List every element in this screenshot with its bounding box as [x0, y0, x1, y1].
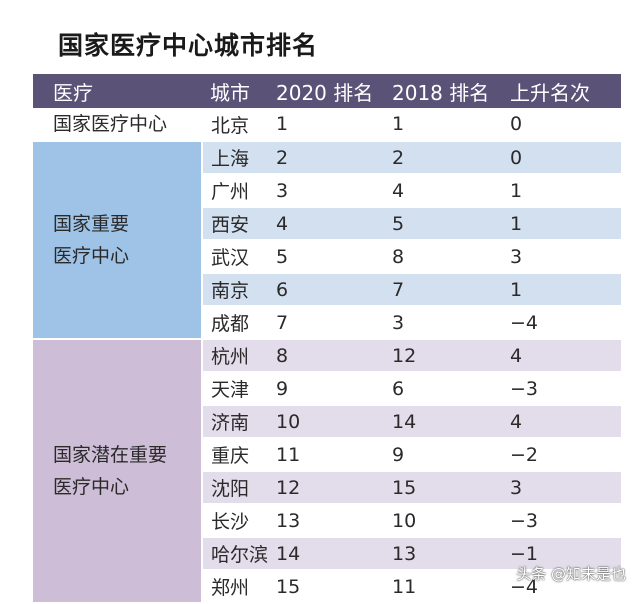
table-row: 成都 7 3 −4	[33, 306, 621, 340]
page-title: 国家医疗中心城市排名	[58, 31, 319, 60]
group-label-national: 国家医疗中心	[33, 108, 203, 142]
city-cell: 广州	[202, 174, 268, 208]
city-cell: 天津	[202, 372, 268, 406]
header-rank-change: 上升名次	[502, 74, 621, 108]
rank-2020-cell: 4	[268, 207, 384, 241]
header-city: 城市	[202, 74, 268, 108]
city-cell: 西安	[202, 207, 268, 241]
table-row: 重庆 11 9 −2	[33, 438, 621, 472]
rank-2018-cell: 13	[384, 537, 502, 571]
city-cell: 南京	[202, 273, 268, 307]
rank-2018-cell: 7	[384, 273, 502, 307]
rank-2020-cell: 13	[268, 504, 384, 538]
city-cell: 杭州	[202, 339, 268, 373]
group-label-potential: 国家潜在重要 医疗中心	[33, 339, 203, 604]
group-label-line: 国家重要	[53, 213, 130, 235]
city-cell: 上海	[202, 141, 268, 175]
city-cell: 重庆	[202, 438, 268, 472]
table-row: 广州 3 4 1	[33, 174, 621, 208]
rank-change-cell: 4	[502, 339, 621, 373]
rank-2018-cell: 12	[384, 339, 502, 373]
rank-2018-cell: 11	[384, 570, 502, 604]
rank-2020-cell: 10	[268, 405, 384, 439]
city-cell: 长沙	[202, 504, 268, 538]
rank-2018-cell: 10	[384, 504, 502, 538]
watermark: 头条 @知未是也	[516, 565, 626, 583]
table-row: 天津 9 6 −3	[33, 372, 621, 406]
rank-change-cell: 0	[502, 141, 621, 175]
header-category: 医疗	[33, 74, 202, 108]
rank-2020-cell: 2	[268, 141, 384, 175]
rank-change-cell: −3	[502, 372, 621, 406]
rank-change-cell: 0	[502, 108, 621, 142]
rank-2018-cell: 9	[384, 438, 502, 472]
table-row: 哈尔滨 14 13 −1	[33, 537, 621, 571]
rank-2020-cell: 11	[268, 438, 384, 472]
rank-2018-cell: 4	[384, 174, 502, 208]
table-row: 南京 6 7 1	[33, 273, 621, 307]
rank-2018-cell: 2	[384, 141, 502, 175]
rank-2020-cell: 14	[268, 537, 384, 571]
rank-2020-cell: 6	[268, 273, 384, 307]
rank-change-cell: −3	[502, 504, 621, 538]
table-row: 武汉 5 8 3	[33, 240, 621, 274]
rank-2020-cell: 8	[268, 339, 384, 373]
header-rank-2018: 2018 排名	[384, 74, 502, 108]
rank-2018-cell: 5	[384, 207, 502, 241]
rank-2018-cell: 14	[384, 405, 502, 439]
rank-2020-cell: 9	[268, 372, 384, 406]
group-label-line: 国家潜在重要	[53, 444, 168, 466]
table-row: 西安 4 5 1	[33, 207, 621, 241]
rank-2018-cell: 6	[384, 372, 502, 406]
rank-2018-cell: 8	[384, 240, 502, 274]
rank-2018-cell: 15	[384, 471, 502, 505]
city-cell: 沈阳	[202, 471, 268, 505]
city-cell: 济南	[202, 405, 268, 439]
city-cell: 哈尔滨	[202, 537, 268, 571]
group-label-line: 医疗中心	[53, 245, 130, 267]
city-cell: 武汉	[202, 240, 268, 274]
rank-2020-cell: 15	[268, 570, 384, 604]
table-row: 国家医疗中心 北京 1 1 0	[33, 108, 621, 142]
group-label-important: 国家重要 医疗中心	[33, 141, 203, 340]
city-cell: 北京	[202, 108, 268, 142]
header-rank-2020: 2020 排名	[268, 74, 384, 108]
rank-2020-cell: 12	[268, 471, 384, 505]
city-cell: 成都	[202, 306, 268, 340]
rank-change-cell: −1	[502, 537, 621, 571]
rank-2018-cell: 1	[384, 108, 502, 142]
rank-2018-cell: 3	[384, 306, 502, 340]
rank-change-cell: 1	[502, 273, 621, 307]
rank-2020-cell: 7	[268, 306, 384, 340]
rank-change-cell: 3	[502, 240, 621, 274]
rank-change-cell: 4	[502, 405, 621, 439]
table-header-row: 医疗 城市 2020 排名 2018 排名 上升名次	[33, 74, 621, 108]
rank-2020-cell: 3	[268, 174, 384, 208]
table-row: 济南 10 14 4	[33, 405, 621, 439]
city-cell: 郑州	[202, 570, 268, 604]
rank-change-cell: −4	[502, 306, 621, 340]
rank-change-cell: 1	[502, 174, 621, 208]
rank-change-cell: 1	[502, 207, 621, 241]
group-label-line: 医疗中心	[53, 476, 130, 498]
table-row: 国家潜在重要 医疗中心 杭州 8 12 4	[33, 339, 621, 604]
table-row: 沈阳 12 15 3	[33, 471, 621, 505]
table-row: 长沙 13 10 −3	[33, 504, 621, 538]
rank-2020-cell: 5	[268, 240, 384, 274]
ranking-table: 医疗 城市 2020 排名 2018 排名 上升名次 国家医疗中心 北京 1 1…	[33, 74, 621, 604]
rank-change-cell: −2	[502, 438, 621, 472]
table-row: 国家重要 医疗中心 上海 2 2 0	[33, 141, 621, 340]
rank-change-cell: 3	[502, 471, 621, 505]
rank-2020-cell: 1	[268, 108, 384, 142]
